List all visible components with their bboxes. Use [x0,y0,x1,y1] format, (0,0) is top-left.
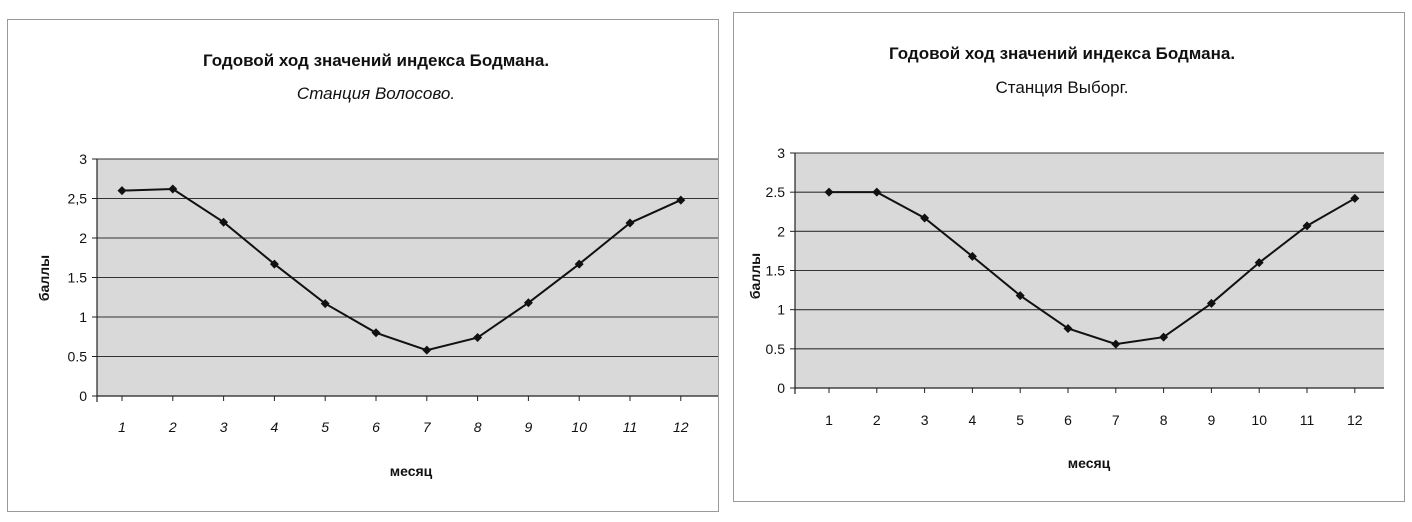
chart-panel-vyborg: Годовой ход значений индекса Бодмана. Ст… [733,12,1405,502]
y-axis-ticks: 0 0.5 1 1.5 2 2,5 3 [68,151,97,404]
x-tick-label: 3 [921,412,929,428]
x-tick-label: 11 [1300,412,1315,428]
x-axis-ticks: 1 2 3 4 5 6 7 8 9 10 11 12 [118,396,689,435]
x-tick-label: 5 [1016,412,1024,428]
y-tick-label: 2 [79,230,87,246]
x-tick-label: 7 [1112,412,1120,428]
gridlines [96,158,718,402]
data-point [320,299,330,309]
data-point [117,186,127,196]
x-tick-label: 6 [1064,412,1072,428]
x-tick-label: 12 [1347,412,1363,428]
data-point [1254,258,1264,268]
chart-title: Годовой ход значений индекса Бодмана. [203,51,549,70]
x-tick-label: 1 [825,412,833,428]
y-axis-label: баллы [36,255,52,301]
x-tick-label: 8 [1160,412,1168,428]
chart-svg-vyborg: Годовой ход значений индекса Бодмана. Ст… [747,44,1384,471]
chart-svg-volosovo: Годовой ход значений индекса Бодмана. Ст… [36,51,718,479]
data-point [824,187,834,197]
series-line [121,188,682,352]
data-point [269,259,279,269]
y-tick-label: 0.5 [68,349,88,365]
data-point [422,345,432,355]
y-tick-label: 3 [777,145,785,161]
x-axis-label: месяц [390,463,433,479]
y-axis-ticks: 0 0.5 1 1.5 2 2.5 3 [766,145,795,396]
data-point [371,328,381,338]
x-tick-label: 7 [423,419,432,435]
data-point [1111,339,1121,349]
y-tick-label: 0.5 [766,341,786,357]
y-tick-label: 2.5 [766,184,786,200]
y-tick-label: 1 [777,302,785,318]
data-point [1350,193,1360,203]
x-tick-label: 12 [673,419,689,435]
data-point [1015,291,1025,301]
data-point [219,217,229,227]
y-tick-label: 0 [79,388,87,404]
x-tick-label: 10 [571,419,587,435]
chart-title: Годовой ход значений индекса Бодмана. [889,44,1235,63]
x-tick-label: 4 [271,419,279,435]
series-line [829,191,1356,346]
x-tick-label: 11 [623,419,638,435]
gridlines [794,152,1384,394]
chart-panel-volosovo: Годовой ход значений индекса Бодмана. Ст… [7,19,719,512]
data-point [625,218,635,228]
x-axis-ticks: 1 2 3 4 5 6 7 8 9 10 11 12 [825,388,1363,428]
x-tick-label: 3 [220,419,228,435]
series-group [824,187,1360,349]
x-tick-label: 2 [873,412,881,428]
x-tick-label: 1 [118,419,126,435]
data-point [574,259,584,269]
x-tick-label: 6 [372,419,380,435]
y-axis-label: баллы [747,253,763,299]
x-tick-label: 5 [321,419,329,435]
data-point [1063,323,1073,333]
chart-subtitle: Станция Волосово. [297,84,455,103]
x-axis-label: месяц [1068,455,1111,471]
data-point [168,184,178,194]
x-tick-label: 2 [168,419,177,435]
y-tick-label: 2,5 [68,191,88,207]
y-tick-label: 2 [777,223,785,239]
series-group [117,184,686,355]
x-tick-label: 9 [525,419,533,435]
data-point [1159,332,1169,342]
data-point [1206,298,1216,308]
x-tick-label: 9 [1208,412,1216,428]
chart-subtitle: Станция Выборг. [996,78,1129,97]
data-point [1302,221,1312,231]
y-tick-label: 1.5 [68,270,88,286]
y-tick-label: 1.5 [766,263,786,279]
data-point [676,195,686,205]
data-point [967,251,977,261]
x-tick-label: 8 [474,419,482,435]
data-point [523,298,533,308]
y-tick-label: 1 [79,309,87,325]
y-tick-label: 3 [79,151,87,167]
y-tick-label: 0 [777,380,785,396]
data-point [920,213,930,223]
x-tick-label: 4 [969,412,977,428]
data-point [872,187,882,197]
data-point [473,333,483,343]
x-tick-label: 10 [1251,412,1267,428]
